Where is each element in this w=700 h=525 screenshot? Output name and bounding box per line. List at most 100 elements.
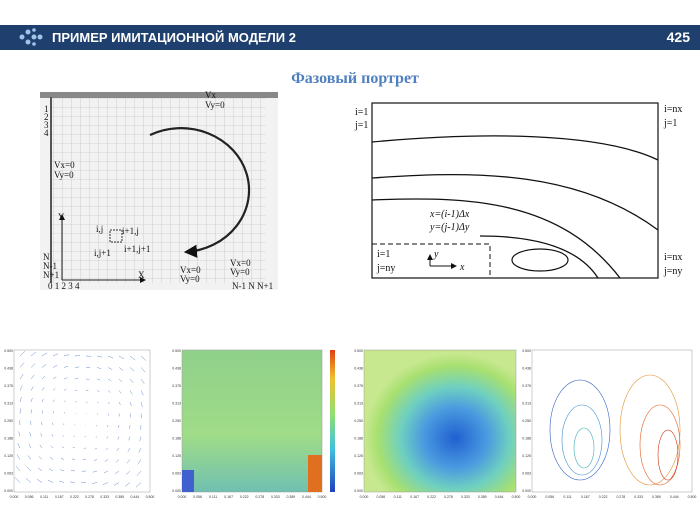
vector	[39, 444, 43, 449]
x-tick-label: 0.444	[131, 495, 140, 499]
vector	[114, 470, 120, 475]
vector	[69, 481, 76, 483]
vector	[18, 431, 21, 437]
vector	[30, 397, 33, 403]
vector	[129, 390, 133, 395]
vector	[29, 432, 32, 437]
vector	[73, 435, 76, 437]
vector	[74, 366, 80, 368]
vector	[118, 367, 124, 371]
y-tick-label: 0.375	[354, 384, 363, 388]
y-tick-label: 0.063	[522, 472, 531, 476]
y-tick-label: 0.125	[522, 454, 531, 458]
vector	[106, 436, 109, 439]
label: Vy=0	[230, 267, 250, 277]
vector	[50, 445, 54, 449]
y-tick-label: 0.063	[4, 472, 13, 476]
vector	[72, 447, 76, 449]
vector	[74, 378, 79, 380]
vector	[41, 398, 44, 403]
vector	[125, 470, 131, 476]
vector	[19, 396, 22, 403]
vector	[137, 459, 142, 465]
vector	[135, 482, 142, 488]
vector	[118, 390, 122, 394]
vector	[41, 387, 45, 391]
y-tick-label: 0.188	[354, 437, 363, 441]
label: x=(i-1)Δx	[429, 209, 470, 220]
label: Vy=0	[205, 100, 225, 110]
x-tick-label: 0.222	[70, 495, 79, 499]
x-tick-label: 0.389	[478, 495, 487, 499]
label: Vy=0	[54, 170, 74, 180]
x-tick-label: 0.500	[146, 495, 155, 499]
vector	[136, 470, 142, 476]
vector	[140, 367, 146, 373]
x-tick-label: 0.056	[25, 495, 34, 499]
vector	[28, 443, 32, 449]
vector	[74, 401, 77, 403]
label: i=1	[355, 107, 368, 118]
vector	[96, 367, 102, 369]
x-tick-label: 0.222	[427, 495, 436, 499]
y-tick-label: 0.250	[522, 419, 531, 423]
subtitle: Фазовый портрет	[291, 70, 419, 87]
label: j=1	[354, 120, 368, 131]
label: x	[459, 262, 465, 273]
vector	[26, 466, 32, 472]
label: i,j+1	[94, 248, 111, 258]
y-tick-label: 0.125	[172, 454, 181, 458]
vector	[126, 459, 131, 464]
label: i+1,j	[122, 226, 139, 236]
vector	[30, 374, 35, 380]
vector	[95, 436, 98, 438]
x-tick-label: 0.389	[652, 495, 661, 499]
label: N-1	[43, 261, 57, 271]
vector	[48, 468, 54, 472]
tick-labels: 0.000 0.056 0.111 0.167 0.222 0.278 0.333 0.389…	[4, 349, 696, 499]
vector	[52, 399, 55, 403]
vector	[37, 467, 43, 472]
vector	[107, 401, 110, 405]
x-tick-label: 0.278	[255, 495, 264, 499]
header-bar	[0, 25, 700, 50]
vector	[107, 378, 112, 382]
label: Vx=0	[180, 265, 201, 275]
y-tick-label: 0.500	[354, 349, 363, 353]
x-tick-label: 0.500	[512, 495, 521, 499]
y-tick-label: 0.375	[522, 384, 531, 388]
vector-field	[14, 350, 147, 488]
vector	[140, 413, 142, 419]
vector	[36, 479, 43, 483]
y-tick-label: 0.188	[4, 437, 13, 441]
vector	[71, 458, 76, 460]
vector	[63, 388, 67, 391]
vector	[52, 364, 58, 368]
y-tick-label: 0.250	[354, 419, 363, 423]
vector	[118, 401, 121, 406]
vector	[52, 411, 54, 414]
label: N	[43, 252, 50, 262]
label: j=ny	[376, 263, 395, 274]
label: j=1	[663, 118, 677, 129]
vector	[103, 470, 109, 474]
vector	[118, 355, 125, 360]
y-tick-label: 0.313	[172, 402, 181, 406]
vector	[27, 455, 32, 460]
x-tick-label: 0.167	[581, 495, 590, 499]
y-tick-label: 0.000	[354, 489, 363, 493]
y-tick-label: 0.375	[172, 384, 181, 388]
x-tick-label: 0.000	[178, 495, 187, 499]
x-tick-label: 0.167	[224, 495, 233, 499]
y-tick-label: 0.500	[522, 349, 531, 353]
label: Vy=0	[180, 274, 200, 284]
vector	[124, 482, 131, 487]
x-tick-label: 0.056	[545, 495, 554, 499]
vector	[63, 400, 66, 403]
vector	[74, 412, 76, 414]
vector	[115, 459, 120, 463]
vector	[63, 377, 68, 380]
vector	[118, 413, 120, 417]
header-title: ПРИМЕР ИМИТАЦИОННОЙ МОДЕЛИ 2	[52, 30, 296, 45]
